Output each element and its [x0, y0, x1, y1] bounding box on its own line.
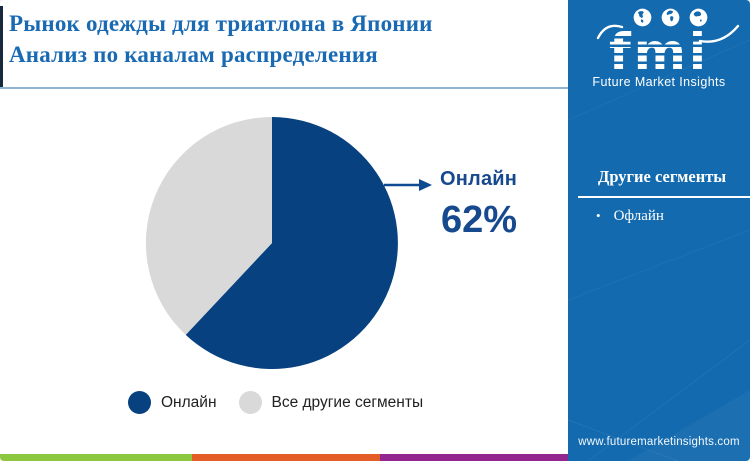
callout-value: 62% [441, 199, 518, 241]
list-item: • Офлайн [596, 208, 746, 225]
website-link[interactable]: www.futuremarketinsights.com [578, 436, 740, 448]
title-divider [0, 87, 568, 89]
legend-item: Онлайн [128, 391, 217, 414]
globe-asia-icon [689, 8, 707, 27]
footer-strip-green [0, 454, 192, 461]
pie-chart [145, 116, 432, 369]
side-panel: fmi Future Market Insights Другие сегмен… [568, 0, 750, 461]
logo-wordmark: fmi [609, 23, 709, 81]
legend-label: Онлайн [161, 393, 217, 411]
callout-arrow-icon [384, 179, 432, 191]
footer-strip-purple [380, 454, 568, 461]
legend-item: Все другие сегменты [238, 391, 424, 414]
page-title: Рынок одежды для триатлона в Японии Анал… [9, 8, 549, 70]
other-segments-heading: Другие сегменты [578, 167, 750, 198]
title-accent-bar [0, 6, 3, 88]
legend-swatch-icon [238, 391, 262, 414]
footer-strip-orange [192, 454, 380, 461]
page-title-line2: Анализ по каналам распределения [9, 42, 378, 67]
pie-slice-other [145, 116, 272, 335]
pie-slice-online [185, 117, 398, 369]
legend-swatch-icon [128, 391, 151, 414]
globe-americas-icon [633, 8, 651, 27]
logo-globes [590, 8, 750, 29]
other-segments-list: • Офлайн [596, 208, 746, 233]
legend-label: Все другие сегменты [271, 393, 424, 411]
callout-label: Онлайн [440, 168, 518, 190]
list-item-label: Офлайн [613, 208, 664, 224]
globe-europe-icon [661, 8, 679, 27]
footer-strip [0, 454, 568, 461]
fmi-logo: fmi Future Market Insights [568, 8, 750, 89]
legend: Онлайн Все другие сегменты [128, 391, 423, 414]
page-title-line1: Рынок одежды для триатлона в Японии [9, 11, 433, 36]
panel-texture [568, 39, 750, 461]
bullet-icon: • [596, 208, 601, 223]
logo-subtitle: Future Market Insights [592, 75, 726, 89]
main-area: Рынок одежды для триатлона в Японии Анал… [0, 6, 568, 461]
